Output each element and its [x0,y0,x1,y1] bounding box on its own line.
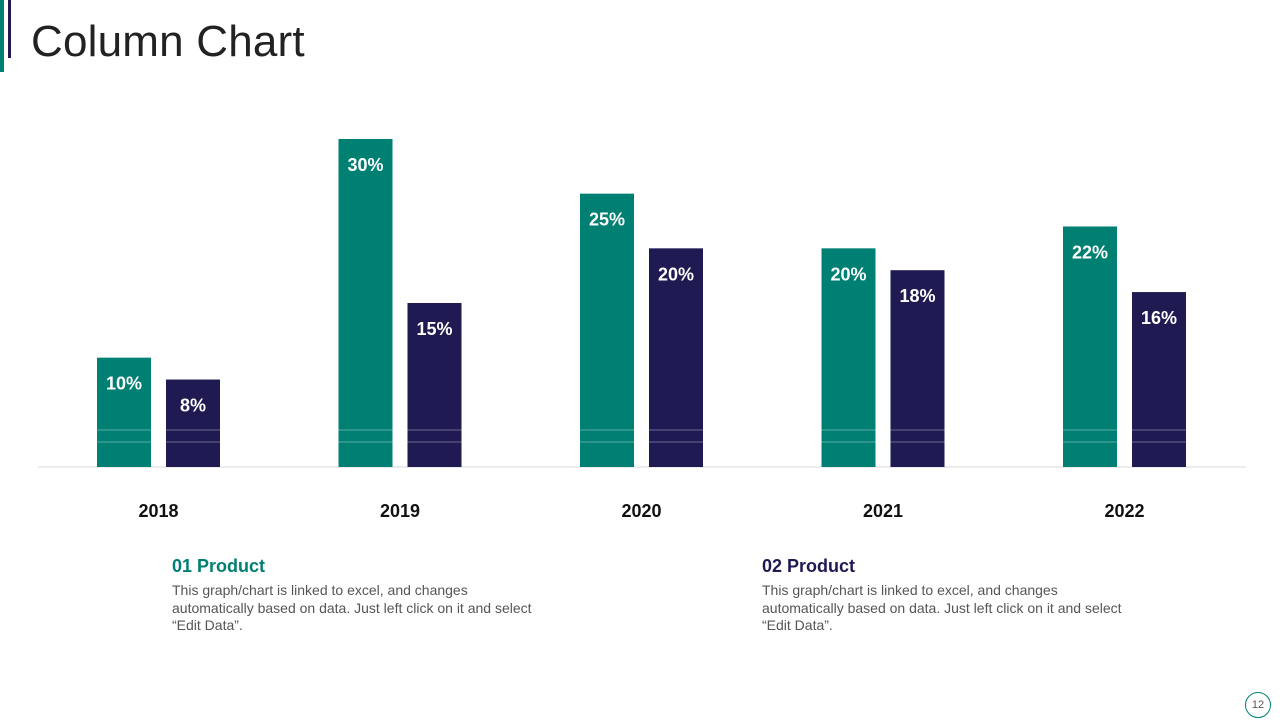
category-label-2022: 2022 [1104,501,1144,521]
legend-title-series-1: 01 Product [172,556,266,576]
legend-series-2: 02 Product This graph/chart is linked to… [762,556,1122,635]
bar-series-1-2021 [821,248,876,467]
bar-series-1-2019 [338,139,393,467]
bar-series-2-2019 [407,303,462,467]
column-chart: 10% 8% 30% 15% 25% 20% 20% 18% 22% 16% 2018 2019 20… [38,139,1246,521]
legend-title-series-2: 02 Product [762,556,856,576]
data-label-series-2-2022: 16% [1141,308,1177,328]
legend-description-series-2: This graph/chart is linked to excel, and… [762,582,1122,633]
data-label-series-1-2018: 10% [106,374,142,394]
bar-series-2-2018 [166,379,220,467]
bar-series-2-2022 [1132,292,1186,467]
legend-series-1: 01 Product This graph/chart is linked to… [172,556,532,635]
bar-series-1-2020 [580,193,634,467]
bar-series-1-2018 [97,357,151,467]
page-number-badge: 12 [1245,692,1271,718]
data-label-series-1-2022: 22% [1072,242,1108,262]
data-label-series-1-2021: 20% [830,264,866,284]
slide-title: Column Chart [31,17,305,66]
data-label-series-2-2021: 18% [899,286,935,306]
title-accent-bar-secondary [8,0,11,58]
category-label-2019: 2019 [380,501,420,521]
bar-series-2-2021 [890,270,945,467]
data-label-series-2-2019: 15% [416,319,452,339]
data-label-series-2-2020: 20% [658,264,694,284]
category-label-2018: 2018 [138,501,178,521]
bar-series-2-2020 [649,248,703,467]
title-accent-bar [0,0,4,72]
category-label-2020: 2020 [621,501,661,521]
data-label-series-1-2020: 25% [589,210,625,230]
legend-description-series-1: This graph/chart is linked to excel, and… [172,582,532,633]
data-label-series-1-2019: 30% [347,155,383,175]
data-label-series-2-2018: 8% [180,396,206,416]
bar-series-1-2022 [1063,226,1117,467]
category-label-2021: 2021 [863,501,903,521]
